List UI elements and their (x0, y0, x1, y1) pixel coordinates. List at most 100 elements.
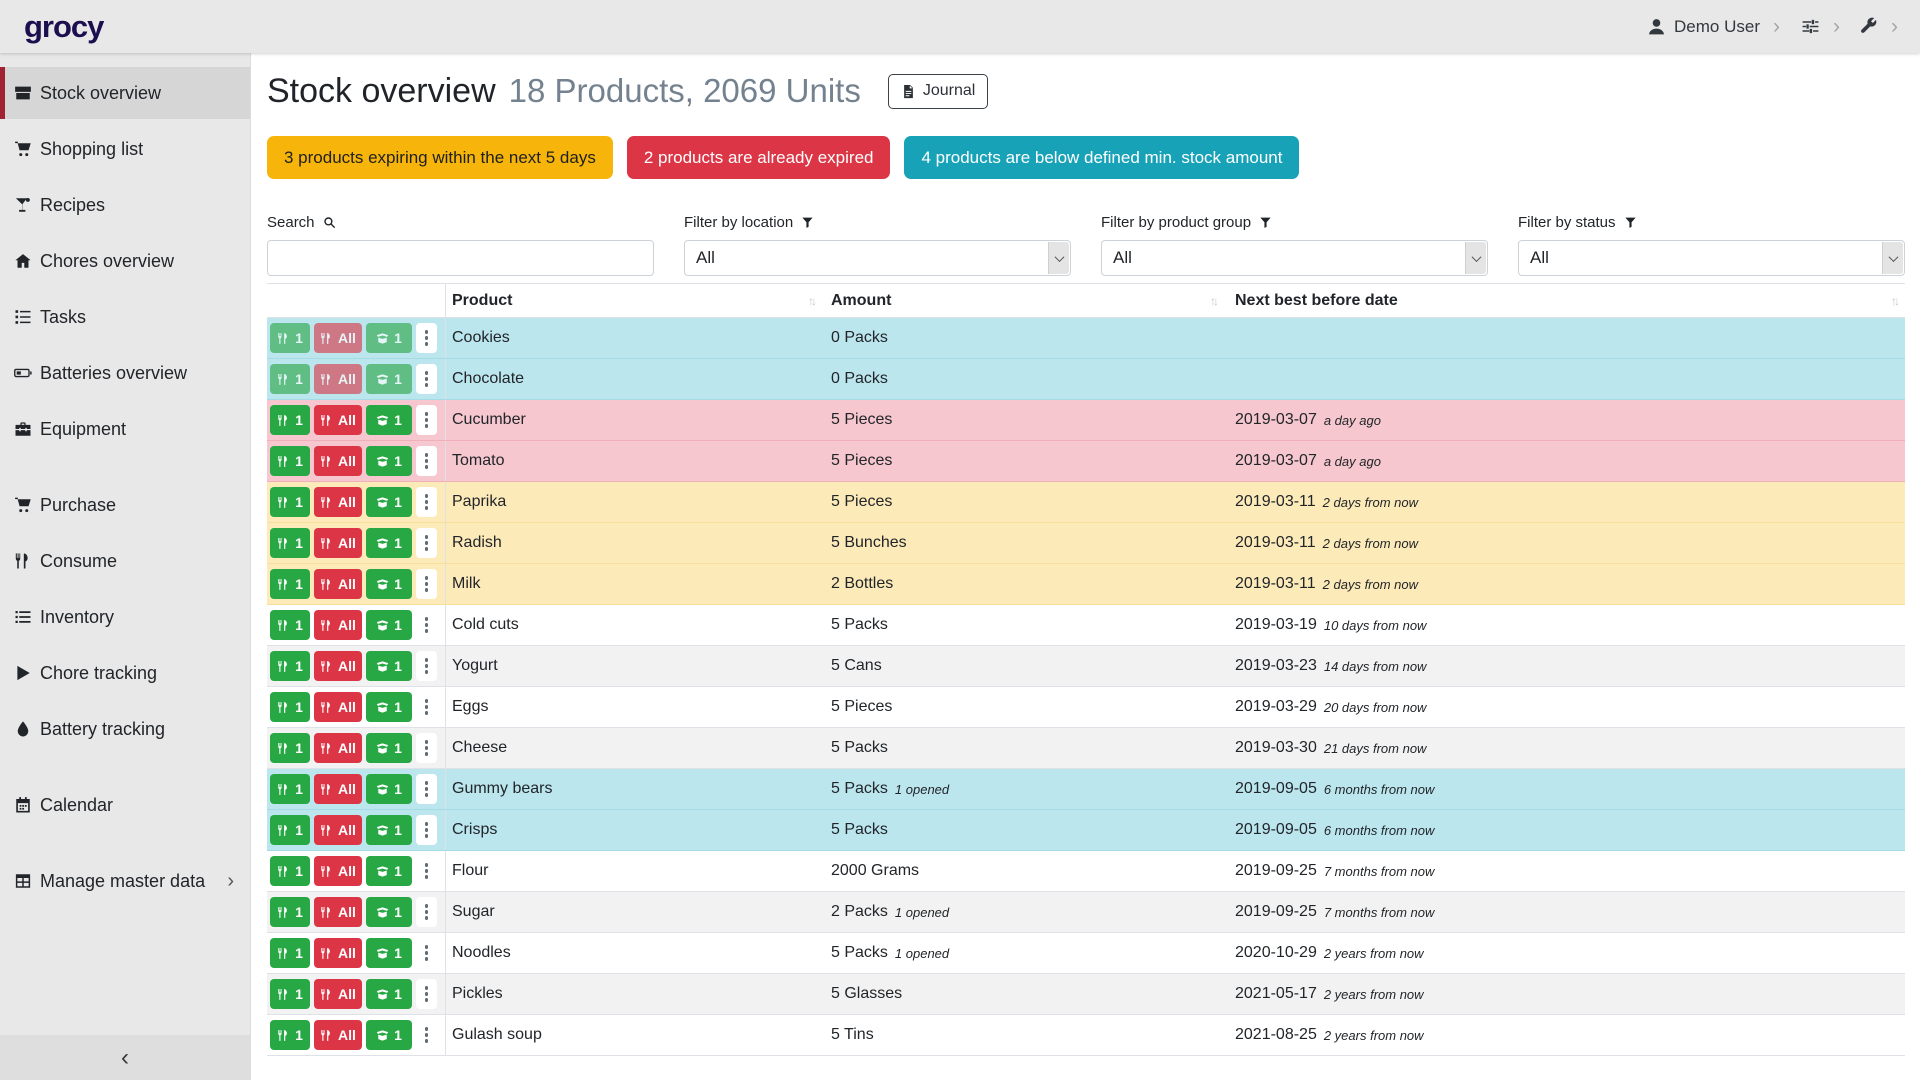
row-menu-button[interactable] (416, 938, 437, 968)
sidebar-item-batteries-overview[interactable]: Batteries overview (0, 347, 250, 399)
consume-all-button[interactable]: All (314, 979, 362, 1009)
sidebar-item-chores-overview[interactable]: Chores overview (0, 235, 250, 287)
consume-one-button[interactable]: 1 (270, 1020, 310, 1050)
open-one-button[interactable]: 1 (366, 569, 412, 599)
consume-one-button[interactable]: 1 (270, 569, 310, 599)
consume-one-button[interactable]: 1 (270, 856, 310, 886)
consume-all-button[interactable]: All (314, 487, 362, 517)
row-menu-button[interactable] (416, 569, 437, 599)
consume-all-button[interactable]: All (314, 364, 362, 394)
sidebar-item-manage-master-data[interactable]: Manage master data › (0, 855, 250, 907)
consume-all-button[interactable]: All (314, 446, 362, 476)
open-one-button[interactable]: 1 (366, 979, 412, 1009)
sidebar-item-calendar[interactable]: Calendar (0, 779, 250, 831)
product-column-header[interactable]: Product ↑↓ (452, 291, 817, 309)
row-menu-button[interactable] (416, 487, 437, 517)
sidebar-item-battery-tracking[interactable]: Battery tracking (0, 703, 250, 755)
consume-all-button[interactable]: All (314, 569, 362, 599)
consume-one-button[interactable]: 1 (270, 815, 310, 845)
consume-one-button[interactable]: 1 (270, 651, 310, 681)
consume-all-button[interactable]: All (314, 897, 362, 927)
settings-menu-chevron-icon[interactable]: › (1833, 15, 1840, 38)
row-menu-button[interactable] (416, 364, 437, 394)
app-logo[interactable]: grocy (24, 8, 104, 44)
sidebar-item-consume[interactable]: Consume (0, 535, 250, 587)
consume-all-button[interactable]: All (314, 651, 362, 681)
row-menu-button[interactable] (416, 405, 437, 435)
consume-all-button[interactable]: All (314, 1020, 362, 1050)
sidebar-item-purchase[interactable]: Purchase (0, 479, 250, 531)
product-group-filter-select[interactable]: All (1101, 240, 1488, 276)
status-alert-0[interactable]: 3 products expiring within the next 5 da… (267, 136, 613, 179)
admin-menu-chevron-icon[interactable]: › (1891, 15, 1898, 38)
amount-column-header[interactable]: Amount ↑↓ (831, 291, 1219, 309)
open-one-button[interactable]: 1 (366, 610, 412, 640)
sidebar-item-chore-tracking[interactable]: Chore tracking (0, 647, 250, 699)
journal-button[interactable]: Journal (887, 73, 989, 109)
open-one-button[interactable]: 1 (366, 692, 412, 722)
consume-one-button[interactable]: 1 (270, 979, 310, 1009)
admin-menu[interactable] (1859, 17, 1878, 36)
open-one-button[interactable]: 1 (366, 733, 412, 763)
open-one-button[interactable]: 1 (366, 1020, 412, 1050)
consume-all-button[interactable]: All (314, 405, 362, 435)
open-one-button[interactable]: 1 (366, 528, 412, 558)
open-one-button[interactable]: 1 (366, 897, 412, 927)
consume-all-button[interactable]: All (314, 528, 362, 558)
consume-all-button[interactable]: All (314, 938, 362, 968)
open-one-button[interactable]: 1 (366, 405, 412, 435)
open-one-button[interactable]: 1 (366, 651, 412, 681)
row-menu-button[interactable] (416, 323, 437, 353)
sidebar-item-shopping-list[interactable]: Shopping list (0, 123, 250, 175)
row-menu-button[interactable] (416, 979, 437, 1009)
consume-all-button[interactable]: All (314, 815, 362, 845)
consume-one-button[interactable]: 1 (270, 323, 310, 353)
consume-one-button[interactable]: 1 (270, 405, 310, 435)
row-menu-button[interactable] (416, 856, 437, 886)
row-menu-button[interactable] (416, 651, 437, 681)
sidebar-item-equipment[interactable]: Equipment (0, 403, 250, 455)
consume-one-button[interactable]: 1 (270, 610, 310, 640)
status-filter-select[interactable]: All (1518, 240, 1905, 276)
sidebar-item-stock-overview[interactable]: Stock overview (0, 67, 250, 119)
date-column-header[interactable]: Next best before date ↑↓ (1235, 291, 1900, 309)
settings-menu[interactable] (1801, 17, 1820, 36)
row-menu-button[interactable] (416, 610, 437, 640)
row-menu-button[interactable] (416, 1020, 437, 1050)
row-menu-button[interactable] (416, 774, 437, 804)
open-one-button[interactable]: 1 (366, 364, 412, 394)
consume-all-button[interactable]: All (314, 856, 362, 886)
consume-all-button[interactable]: All (314, 323, 362, 353)
open-one-button[interactable]: 1 (366, 774, 412, 804)
consume-one-button[interactable]: 1 (270, 897, 310, 927)
open-one-button[interactable]: 1 (366, 487, 412, 517)
sidebar-item-recipes[interactable]: Recipes (0, 179, 250, 231)
sidebar-collapse-button[interactable]: ‹ (0, 1035, 250, 1080)
consume-all-button[interactable]: All (314, 733, 362, 763)
open-one-button[interactable]: 1 (366, 938, 412, 968)
consume-one-button[interactable]: 1 (270, 938, 310, 968)
consume-one-button[interactable]: 1 (270, 733, 310, 763)
search-input[interactable] (267, 240, 654, 276)
open-one-button[interactable]: 1 (366, 815, 412, 845)
row-menu-button[interactable] (416, 897, 437, 927)
status-alert-2[interactable]: 4 products are below defined min. stock … (904, 136, 1300, 179)
sidebar-item-inventory[interactable]: Inventory (0, 591, 250, 643)
open-one-button[interactable]: 1 (366, 323, 412, 353)
row-menu-button[interactable] (416, 815, 437, 845)
consume-all-button[interactable]: All (314, 610, 362, 640)
consume-one-button[interactable]: 1 (270, 364, 310, 394)
row-menu-button[interactable] (416, 446, 437, 476)
user-menu[interactable]: Demo User (1647, 17, 1760, 37)
row-menu-button[interactable] (416, 733, 437, 763)
sidebar-item-tasks[interactable]: Tasks (0, 291, 250, 343)
consume-one-button[interactable]: 1 (270, 487, 310, 517)
open-one-button[interactable]: 1 (366, 856, 412, 886)
user-menu-chevron-icon[interactable]: › (1773, 15, 1780, 38)
status-alert-1[interactable]: 2 products are already expired (626, 136, 891, 179)
consume-one-button[interactable]: 1 (270, 528, 310, 558)
row-menu-button[interactable] (416, 692, 437, 722)
consume-one-button[interactable]: 1 (270, 774, 310, 804)
open-one-button[interactable]: 1 (366, 446, 412, 476)
consume-all-button[interactable]: All (314, 774, 362, 804)
